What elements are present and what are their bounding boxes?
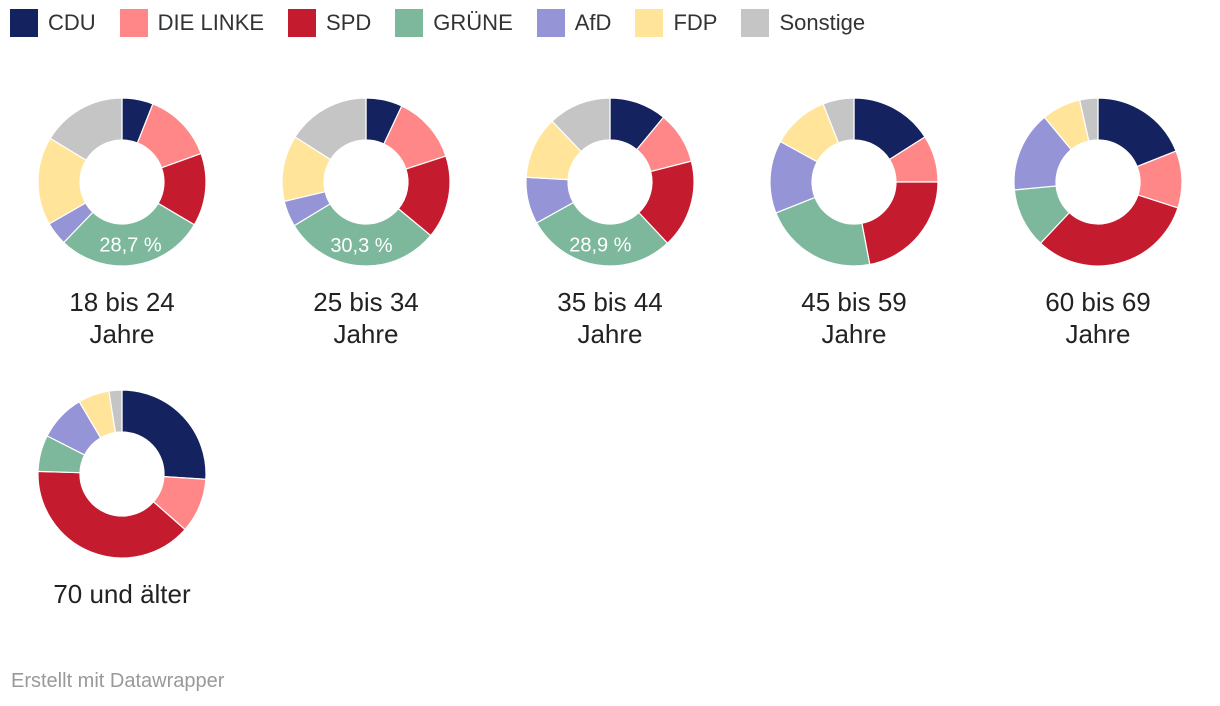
slice-value-label: 30,3 % [330,235,392,257]
donut-title: Jahre [333,319,398,349]
legend-swatch [10,9,38,37]
donut-title: 35 bis 44 [557,287,663,317]
footer-credit: Erstellt mit Datawrapper [11,670,225,692]
slice-sonstige [1078,97,1099,142]
legend-label: FDP [673,10,718,35]
legend-swatch [288,9,317,37]
donut-title: Jahre [821,319,886,349]
slice-value-label: 28,9 % [569,234,631,256]
slice-cdu [121,389,207,480]
slice-gr-ne [535,201,669,267]
slice-gr-ne [775,196,871,267]
donut-title: 60 bis 69 [1045,287,1151,317]
legend-swatch [536,9,565,37]
legend-label: CDU [48,10,96,35]
slice-spd [37,470,186,559]
legend-item-cdu: CDU [10,9,96,37]
legend-item-die-linke: DIE LINKE [119,9,265,37]
slice-sonstige [294,97,367,161]
legend-swatch [119,9,148,37]
legend-label: GRÜNE [433,10,513,35]
slice-gr-ne [293,203,432,267]
slice-value-label: 28,7 % [99,234,161,256]
donut-title: 18 bis 24 [69,287,175,317]
legend-item-afd: AfD [536,9,612,37]
slice-sonstige [49,97,123,161]
legend-label: Sonstige [779,10,866,35]
donut-title: 45 bis 59 [801,287,907,317]
donut-title: 70 und älter [53,579,191,609]
slice-sonstige [108,389,123,434]
legend-swatch [635,9,664,37]
legend-label: DIE LINKE [157,10,265,35]
slice-spd [861,181,939,266]
legend-label: SPD [326,10,372,35]
slice-sonstige [551,97,611,153]
donut-title: 25 bis 34 [313,287,419,317]
slice-sonstige [822,97,855,144]
legend-swatch [395,9,424,37]
donut-title: Jahre [89,319,154,349]
legend-item-sonstige: Sonstige [741,9,865,37]
donut-title: Jahre [577,319,642,349]
legend-label: AfD [574,10,612,35]
legend-item-spd: SPD [288,9,371,37]
donut-title: Jahre [1065,319,1130,349]
legend-item-gr-ne: GRÜNE [395,9,513,37]
legend-item-fdp: FDP [635,9,717,37]
slice-gr-ne [62,202,196,267]
legend: CDU DIE LINKE SPD GRÜNE AfD FDP Sonstige [10,9,889,37]
donut-5: 70 und älter [37,389,207,609]
legend-swatch [741,9,770,37]
slice-spd [1039,194,1179,267]
